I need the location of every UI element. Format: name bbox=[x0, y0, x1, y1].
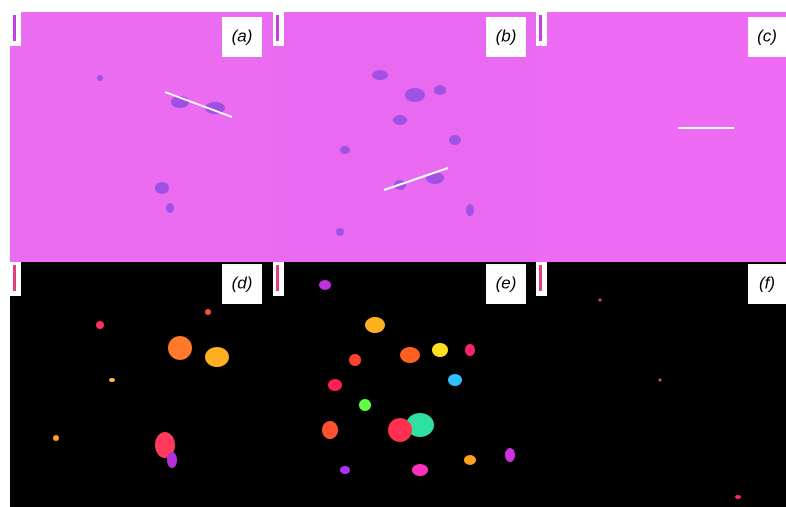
panel-label: (e) bbox=[496, 273, 517, 292]
panel-label: (a) bbox=[232, 26, 253, 45]
figure: (a) (b) (c) (d) (e) (f) bbox=[0, 0, 786, 507]
panel-label: (f) bbox=[759, 273, 775, 292]
panel-label: (c) bbox=[757, 26, 777, 45]
panel-label: (b) bbox=[496, 26, 517, 45]
bottom-row-image bbox=[10, 262, 786, 507]
page: (a) (b) (c) (d) (e) (f) (() => { const d… bbox=[0, 0, 786, 507]
panel-label: (d) bbox=[232, 273, 253, 292]
